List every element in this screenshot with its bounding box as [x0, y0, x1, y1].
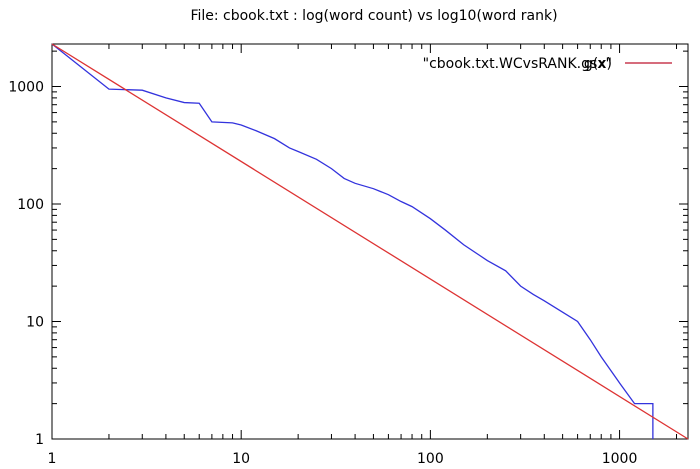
y-tick-label: 1000	[8, 80, 44, 96]
plot-frame	[51, 43, 689, 440]
chart-title: File: cbook.txt : log(word count) vs log…	[190, 8, 557, 24]
x-tick-label: 1000	[602, 451, 638, 467]
series-layer	[51, 43, 689, 440]
series-gx-line	[51, 43, 689, 440]
x-tick-label: 100	[417, 451, 444, 467]
legend-label-gx: g(x)	[584, 56, 612, 72]
y-tick-label: 100	[17, 197, 44, 213]
x-tick-label: 10	[232, 451, 250, 467]
axis-ticks: 1 10 100 1000 1 10 100 1000	[8, 44, 688, 467]
y-tick-label: 1	[35, 432, 44, 448]
series-word-count-line	[51, 43, 654, 439]
y-tick-label: 10	[26, 315, 44, 331]
legend-label-wc: "cbook.txt.WCvsRANK.gsx"	[423, 56, 612, 72]
legend: "cbook.txt.WCvsRANK.gsx" g(x)	[423, 56, 672, 72]
x-tick-label: 1	[48, 451, 57, 467]
